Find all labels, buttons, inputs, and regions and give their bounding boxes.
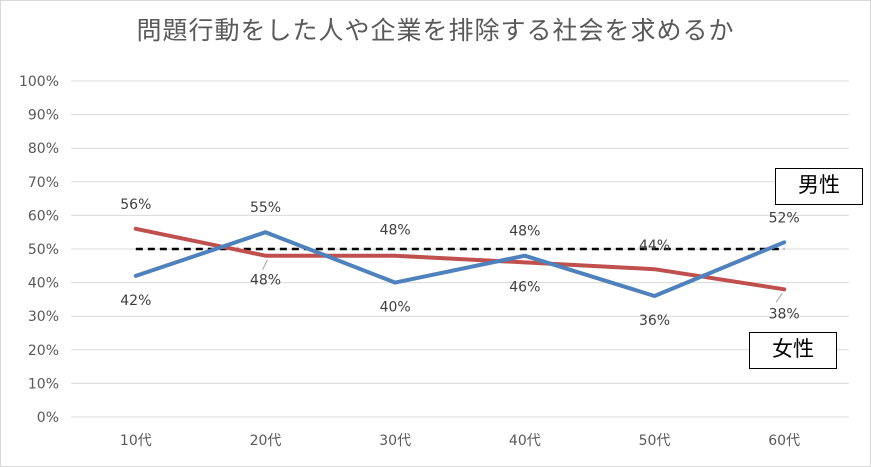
data-label-male-2: 40% [380,300,411,316]
x-tick-label: 10代 [120,433,152,449]
x-tick-label: 40代 [509,433,541,449]
x-axis-tick-labels: 10代 20代 30代 40代 50代 60代 [120,433,800,449]
x-tick-label: 60代 [768,433,800,449]
data-label-female-2: 48% [380,223,411,239]
y-tick-label: 60% [28,208,59,224]
data-label-male-5: 52% [769,210,800,226]
data-label-male-1: 55% [250,200,281,216]
series-line-male [133,230,787,298]
chart-title: 問題行動をした人や企業を排除する社会を求めるか [136,16,735,45]
x-tick-label: 30代 [379,433,411,449]
series-line-female [133,226,787,292]
y-tick-label: 40% [28,276,59,292]
data-label-male-4: 36% [639,313,670,329]
gridlines [71,80,849,418]
x-tick-label: 50代 [639,433,671,449]
legend-female: 女性 [749,332,837,369]
y-tick-label: 0% [37,410,59,426]
data-labels: 42% 55% 40% 48% 36% 52% 56% 48% 48% 46% 44% 38% [120,197,799,329]
y-tick-label: 100% [19,74,59,90]
y-tick-label: 30% [28,309,59,325]
y-tick-label: 20% [28,343,59,359]
label-leader-lines [262,259,783,303]
data-label-female-3: 46% [509,279,540,295]
y-tick-label: 70% [28,175,59,191]
leader-line [775,293,783,303]
x-tick-label: 20代 [250,433,282,449]
y-tick-label: 50% [28,242,59,258]
y-tick-label: 90% [28,108,59,124]
data-label-male-0: 42% [120,293,151,309]
y-tick-label: 80% [28,141,59,157]
data-label-female-0: 56% [120,197,151,213]
legend-male: 男性 [775,168,863,205]
data-label-female-1: 48% [250,273,281,289]
data-label-female-5: 38% [769,306,800,322]
series-lines [133,226,787,298]
data-label-female-4: 44% [639,238,670,254]
data-label-male-3: 48% [509,224,540,240]
y-tick-label: 10% [28,376,59,392]
y-axis-tick-labels: 0% 10% 20% 30% 40% 50% 60% 70% 80% 90% 100% [19,74,59,426]
leader-line [262,259,268,270]
